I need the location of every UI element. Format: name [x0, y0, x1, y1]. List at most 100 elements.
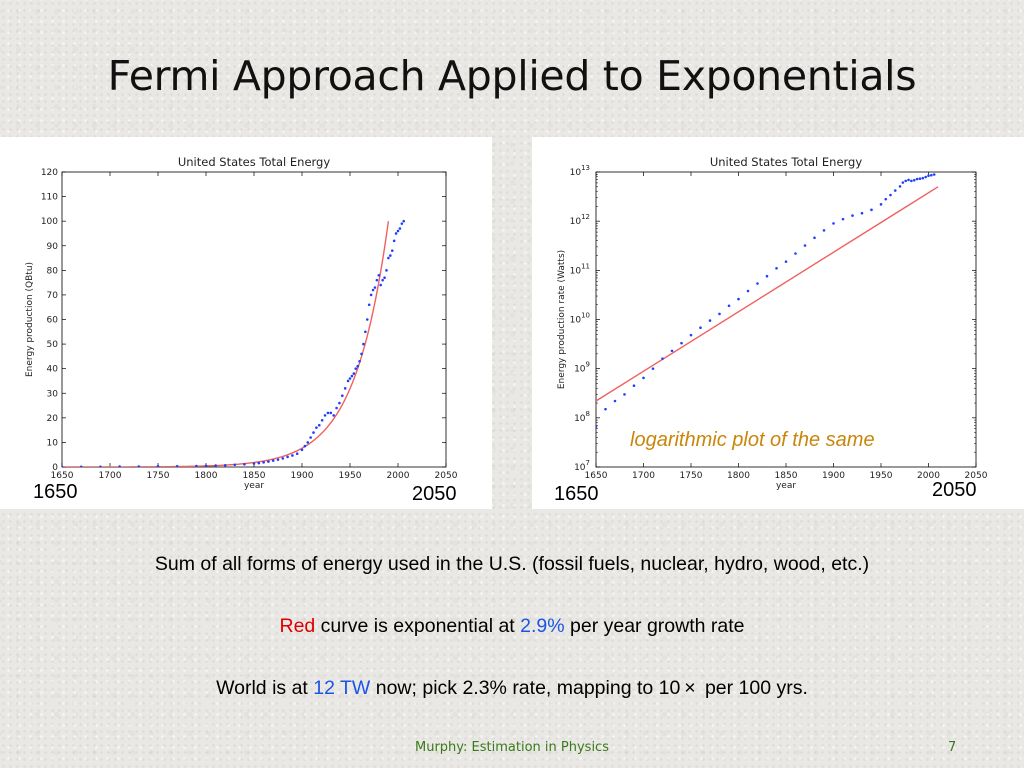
linear-y-tick-label: 70 — [47, 291, 59, 301]
linear-y-tick-label: 110 — [41, 193, 58, 203]
linear-data-point — [99, 465, 102, 467]
log-data-point — [893, 189, 897, 192]
linear-data-point — [137, 465, 141, 467]
linear-data-point — [367, 303, 371, 307]
caption-tw-value: 12 TW — [313, 677, 371, 699]
log-data-point — [879, 203, 883, 206]
linear-data-point — [341, 394, 344, 398]
log-x-tick-label: 1950 — [870, 471, 893, 481]
linear-data-point — [390, 249, 394, 252]
linear-data-point — [175, 464, 179, 467]
log-data-point — [889, 193, 892, 197]
log-start-year-label: 1650 — [554, 483, 599, 505]
linear-y-tick-label: 120 — [41, 168, 58, 178]
linear-data-point — [323, 414, 327, 417]
log-data-point — [794, 252, 797, 255]
log-data-point — [689, 333, 693, 337]
linear-data-point — [402, 219, 406, 223]
page-number: 7 — [948, 740, 957, 755]
linear-data-point — [365, 318, 369, 321]
log-data-point — [921, 176, 925, 180]
caption-curve-text: curve is exponential at — [315, 615, 521, 637]
log-fit-curve — [596, 186, 939, 402]
linear-data-point — [360, 352, 363, 356]
linear-data-point — [320, 418, 324, 422]
linear-data-point — [373, 286, 377, 289]
linear-data-point — [291, 454, 294, 457]
linear-data-point — [332, 414, 335, 417]
log-data-point — [832, 222, 835, 225]
linear-start-year-label: 1650 — [33, 481, 78, 503]
linear-data-point — [392, 239, 396, 243]
log-data-point — [860, 211, 864, 215]
linear-data-point — [362, 342, 365, 346]
log-plot-frame — [595, 171, 977, 468]
linear-data-point — [348, 377, 352, 380]
log-y-tick-label: 1013 — [570, 164, 590, 178]
linear-y-tick-label: 40 — [47, 365, 59, 375]
log-data-point — [910, 179, 913, 183]
log-data-point — [930, 173, 933, 177]
linear-data-point — [356, 364, 359, 368]
log-data-point — [651, 367, 655, 370]
linear-data-point — [306, 441, 310, 444]
linear-x-tick-label: 1950 — [339, 471, 362, 481]
linear-data-point — [387, 256, 390, 260]
log-data-point — [604, 407, 607, 411]
log-x-axis-label: year — [776, 481, 796, 491]
log-data-point — [746, 289, 750, 293]
linear-data-point — [286, 455, 289, 459]
linear-data-point — [309, 436, 312, 439]
log-x-tick-label: 1650 — [585, 471, 608, 481]
linear-x-tick-label: 2050 — [435, 471, 458, 481]
linear-data-point — [267, 460, 270, 463]
linear-data-point — [369, 293, 373, 297]
linear-y-tick-label: 60 — [47, 316, 59, 326]
log-data-point — [884, 197, 888, 201]
linear-data-point — [214, 464, 217, 467]
linear-data-point — [396, 229, 400, 233]
log-data-point — [765, 274, 769, 278]
caption-world-text: World is at — [216, 677, 314, 699]
linear-data-point — [381, 278, 384, 282]
log-data-point — [699, 326, 702, 330]
linear-y-tick-label: 90 — [47, 242, 59, 252]
caption-rate-text: per year growth rate — [564, 615, 745, 637]
log-data-point — [932, 173, 936, 176]
linear-data-point — [317, 423, 321, 427]
linear-y-tick-label: 30 — [47, 389, 59, 399]
log-data-point — [642, 376, 645, 380]
linear-data-point — [389, 254, 392, 257]
linear-data-point — [379, 283, 383, 287]
log-data-point — [708, 319, 712, 322]
linear-y-tick-label: 100 — [41, 217, 58, 227]
linear-data-point — [338, 401, 341, 405]
log-data-point — [898, 185, 902, 188]
log-data-point — [901, 181, 905, 184]
linear-data-point — [303, 444, 307, 448]
linear-y-tick-label: 10 — [47, 438, 59, 448]
log-data-point — [904, 179, 907, 183]
log-data-point — [718, 312, 721, 316]
linear-x-tick-label: 1700 — [99, 471, 122, 481]
linear-x-tick-label: 1900 — [291, 471, 314, 481]
linear-data-point — [295, 452, 299, 456]
linear-data-point — [195, 464, 198, 467]
linear-y-axis-label: Energy production (QBtu) — [25, 262, 35, 377]
log-y-tick-label: 1011 — [570, 262, 590, 276]
footer-credit: Murphy: Estimation in Physics — [415, 740, 609, 755]
linear-fit-curve — [62, 221, 390, 467]
linear-data-point — [118, 465, 121, 467]
linear-data-point — [243, 462, 246, 466]
log-end-year-label: 2050 — [932, 479, 977, 501]
linear-data-point — [276, 458, 280, 461]
linear-data-point — [223, 463, 227, 467]
log-data-point — [927, 174, 930, 178]
log-data-point — [841, 217, 845, 221]
linear-data-point — [371, 288, 375, 292]
linear-x-tick-label: 1650 — [51, 471, 74, 481]
linear-data-point — [252, 462, 256, 465]
log-y-axis-label: Energy production rate (Watts) — [557, 250, 567, 389]
linear-data-point — [79, 465, 83, 467]
linear-x-axis-label: year — [244, 481, 264, 491]
